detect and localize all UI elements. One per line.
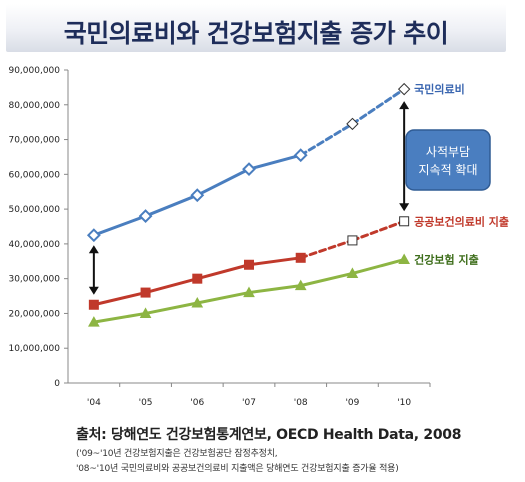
data-point-diamond: [242, 162, 256, 177]
data-point-diamond: [346, 117, 359, 131]
footnote-line-2: '08~'10년 국민의료비와 공공보건의료비 지출액은 당해연도 건강보험지출…: [76, 464, 399, 474]
gap-arrow-start-head-bottom: [88, 286, 99, 295]
title-band: 국민의료비와 건강보험지출 증가 추이: [6, 4, 506, 52]
data-point-diamond: [86, 228, 101, 243]
series-label: 국민의료비: [414, 82, 465, 96]
series-line-segment: [350, 87, 406, 126]
data-point-square: [295, 252, 306, 263]
data-point-triangle: [191, 296, 204, 308]
x-tick-label: '08: [294, 398, 308, 408]
series-line-segment: [92, 214, 148, 237]
data-point-triangle: [139, 307, 152, 318]
series-line-segment: [350, 258, 406, 275]
x-tick-label: '06: [190, 398, 204, 408]
data-point-diamond: [190, 188, 205, 203]
x-tick-label: '04: [87, 398, 101, 408]
series-line-segment: [247, 284, 303, 295]
data-point-triangle: [243, 286, 255, 298]
series-line-segment: [144, 193, 199, 218]
x-tick-label: '05: [139, 398, 153, 408]
data-point-triangle: [88, 316, 100, 327]
gap-arrow-start-head-top: [88, 245, 99, 254]
data-point-square: [399, 216, 410, 227]
annotation-line-2: 지속적 확대: [418, 163, 477, 177]
data-point-diamond: [293, 148, 308, 163]
series-line-segment: [299, 122, 354, 157]
y-tick-label: 70,000,000: [8, 136, 60, 146]
data-point-square: [192, 273, 203, 284]
y-tick-label: 30,000,000: [8, 275, 60, 285]
x-tick-label: '07: [242, 398, 256, 408]
series-line-segment: [144, 301, 199, 315]
series-line-segment: [247, 256, 303, 267]
series-line-segment: [92, 311, 148, 324]
data-point-square: [140, 287, 151, 298]
data-point-square: [88, 299, 99, 310]
gap-arrow-end-head-bottom: [399, 203, 410, 212]
series-label: 건강보험 지출: [414, 253, 479, 267]
x-tick-label: '09: [345, 398, 359, 408]
y-tick-label: 80,000,000: [8, 101, 60, 111]
series-line-segment: [195, 291, 251, 305]
series-line-segment: [195, 167, 251, 197]
y-tick-label: 0: [54, 379, 60, 389]
series-line-segment: [247, 153, 303, 171]
annotation-box: [405, 129, 491, 191]
chart-title: 국민의료비와 건강보험지출 증가 추이: [63, 19, 449, 48]
y-tick-label: 20,000,000: [8, 309, 60, 319]
y-tick-label: 60,000,000: [8, 170, 60, 180]
y-tick-label: 40,000,000: [8, 240, 60, 250]
data-point-square: [347, 235, 358, 246]
series-line-segment: [299, 271, 354, 288]
data-point-triangle: [294, 279, 307, 291]
source-text: 출처: 당해연도 건강보험통계연보, OECD Health Data, 200…: [76, 427, 462, 443]
data-point-triangle: [398, 253, 410, 265]
footnote-line-1: ('09~'10년 건강보험지출은 건강보험공단 잠정추정치,: [76, 449, 278, 459]
gap-arrow-end-head-top: [399, 101, 410, 110]
series-line-segment: [92, 291, 148, 307]
y-tick-label: 10,000,000: [8, 344, 60, 354]
y-tick-label: 50,000,000: [8, 205, 60, 215]
data-point-square: [244, 259, 254, 270]
data-point-diamond: [138, 209, 153, 223]
x-tick-label: '10: [397, 398, 411, 408]
data-point-diamond: [397, 82, 411, 96]
data-point-triangle: [346, 267, 359, 278]
series-line-segment: [350, 219, 406, 242]
series-line-segment: [195, 263, 251, 281]
annotation-line-1: 사적부담: [426, 145, 470, 159]
series-line-segment: [144, 277, 199, 295]
series-label: 공공보건의료비 지출: [414, 214, 509, 228]
series-line-segment: [299, 238, 354, 260]
y-tick-label: 90,000,000: [8, 66, 60, 76]
